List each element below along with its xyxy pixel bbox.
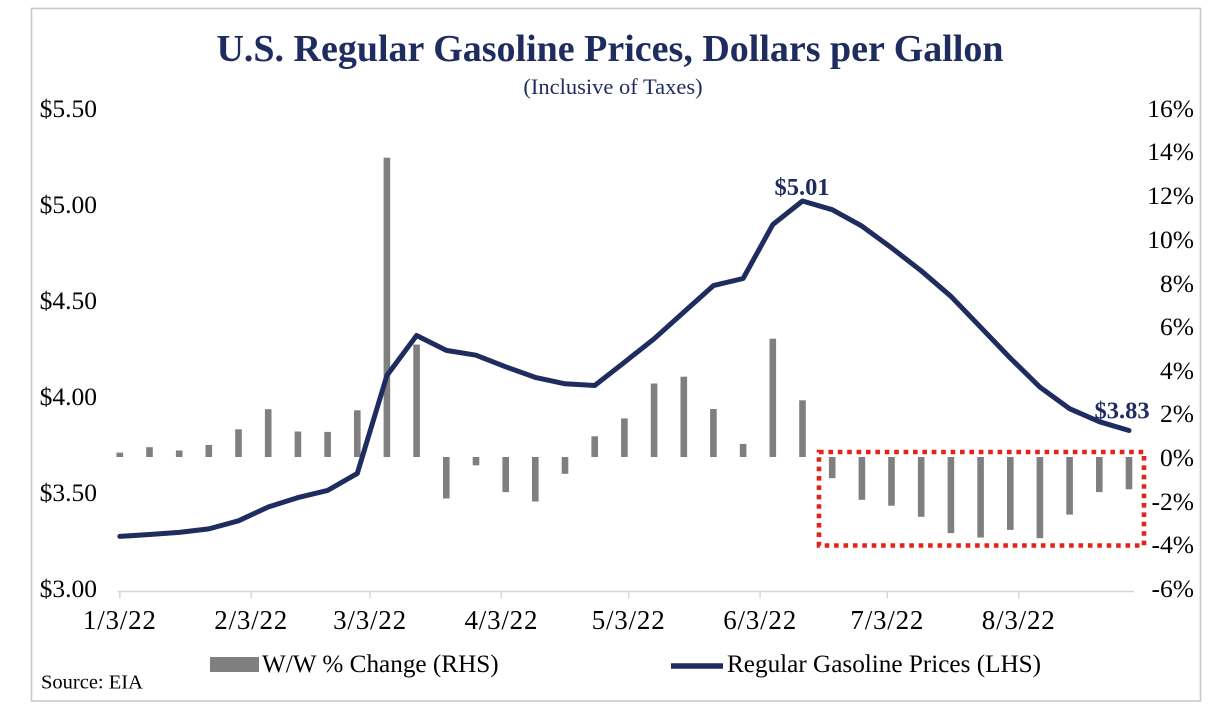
svg-text:8%: 8% bbox=[1160, 269, 1194, 298]
svg-text:7/3/22: 7/3/22 bbox=[850, 605, 924, 635]
svg-text:3/3/22: 3/3/22 bbox=[333, 605, 407, 635]
svg-text:6%: 6% bbox=[1160, 312, 1194, 341]
svg-text:4/3/22: 4/3/22 bbox=[464, 605, 538, 635]
svg-text:$3.83: $3.83 bbox=[1094, 398, 1149, 425]
svg-text:4%: 4% bbox=[1160, 356, 1194, 385]
svg-text:$5.50: $5.50 bbox=[40, 94, 97, 123]
svg-text:1/3/22: 1/3/22 bbox=[83, 605, 157, 635]
svg-text:$5.01: $5.01 bbox=[774, 174, 829, 201]
svg-text:2/3/22: 2/3/22 bbox=[214, 605, 288, 635]
svg-text:$5.00: $5.00 bbox=[40, 190, 97, 219]
svg-text:U.S. Regular Gasoline Prices,: U.S. Regular Gasoline Prices, Dollars pe… bbox=[216, 28, 1003, 70]
svg-text:6/3/22: 6/3/22 bbox=[723, 605, 797, 635]
svg-text:$4.00: $4.00 bbox=[40, 382, 97, 411]
svg-text:12%: 12% bbox=[1147, 181, 1194, 210]
svg-text:14%: 14% bbox=[1147, 137, 1194, 166]
svg-text:$3.50: $3.50 bbox=[40, 478, 97, 507]
svg-text:(Inclusive of Taxes): (Inclusive of Taxes) bbox=[523, 74, 702, 99]
svg-text:Source: EIA: Source: EIA bbox=[41, 672, 143, 694]
svg-text:-6%: -6% bbox=[1152, 574, 1194, 603]
svg-text:-2%: -2% bbox=[1152, 487, 1194, 516]
svg-text:$3.00: $3.00 bbox=[40, 574, 97, 603]
svg-text:5/3/22: 5/3/22 bbox=[592, 605, 666, 635]
svg-text:0%: 0% bbox=[1160, 443, 1194, 472]
svg-text:$4.50: $4.50 bbox=[40, 286, 97, 315]
svg-text:10%: 10% bbox=[1147, 225, 1194, 254]
svg-text:-4%: -4% bbox=[1152, 530, 1194, 559]
svg-text:W/W % Change (RHS): W/W % Change (RHS) bbox=[262, 651, 499, 678]
svg-text:Regular Gasoline Prices (LHS): Regular Gasoline Prices (LHS) bbox=[727, 651, 1041, 678]
svg-text:2%: 2% bbox=[1160, 399, 1194, 428]
svg-text:8/3/22: 8/3/22 bbox=[982, 605, 1056, 635]
svg-text:16%: 16% bbox=[1147, 94, 1194, 123]
